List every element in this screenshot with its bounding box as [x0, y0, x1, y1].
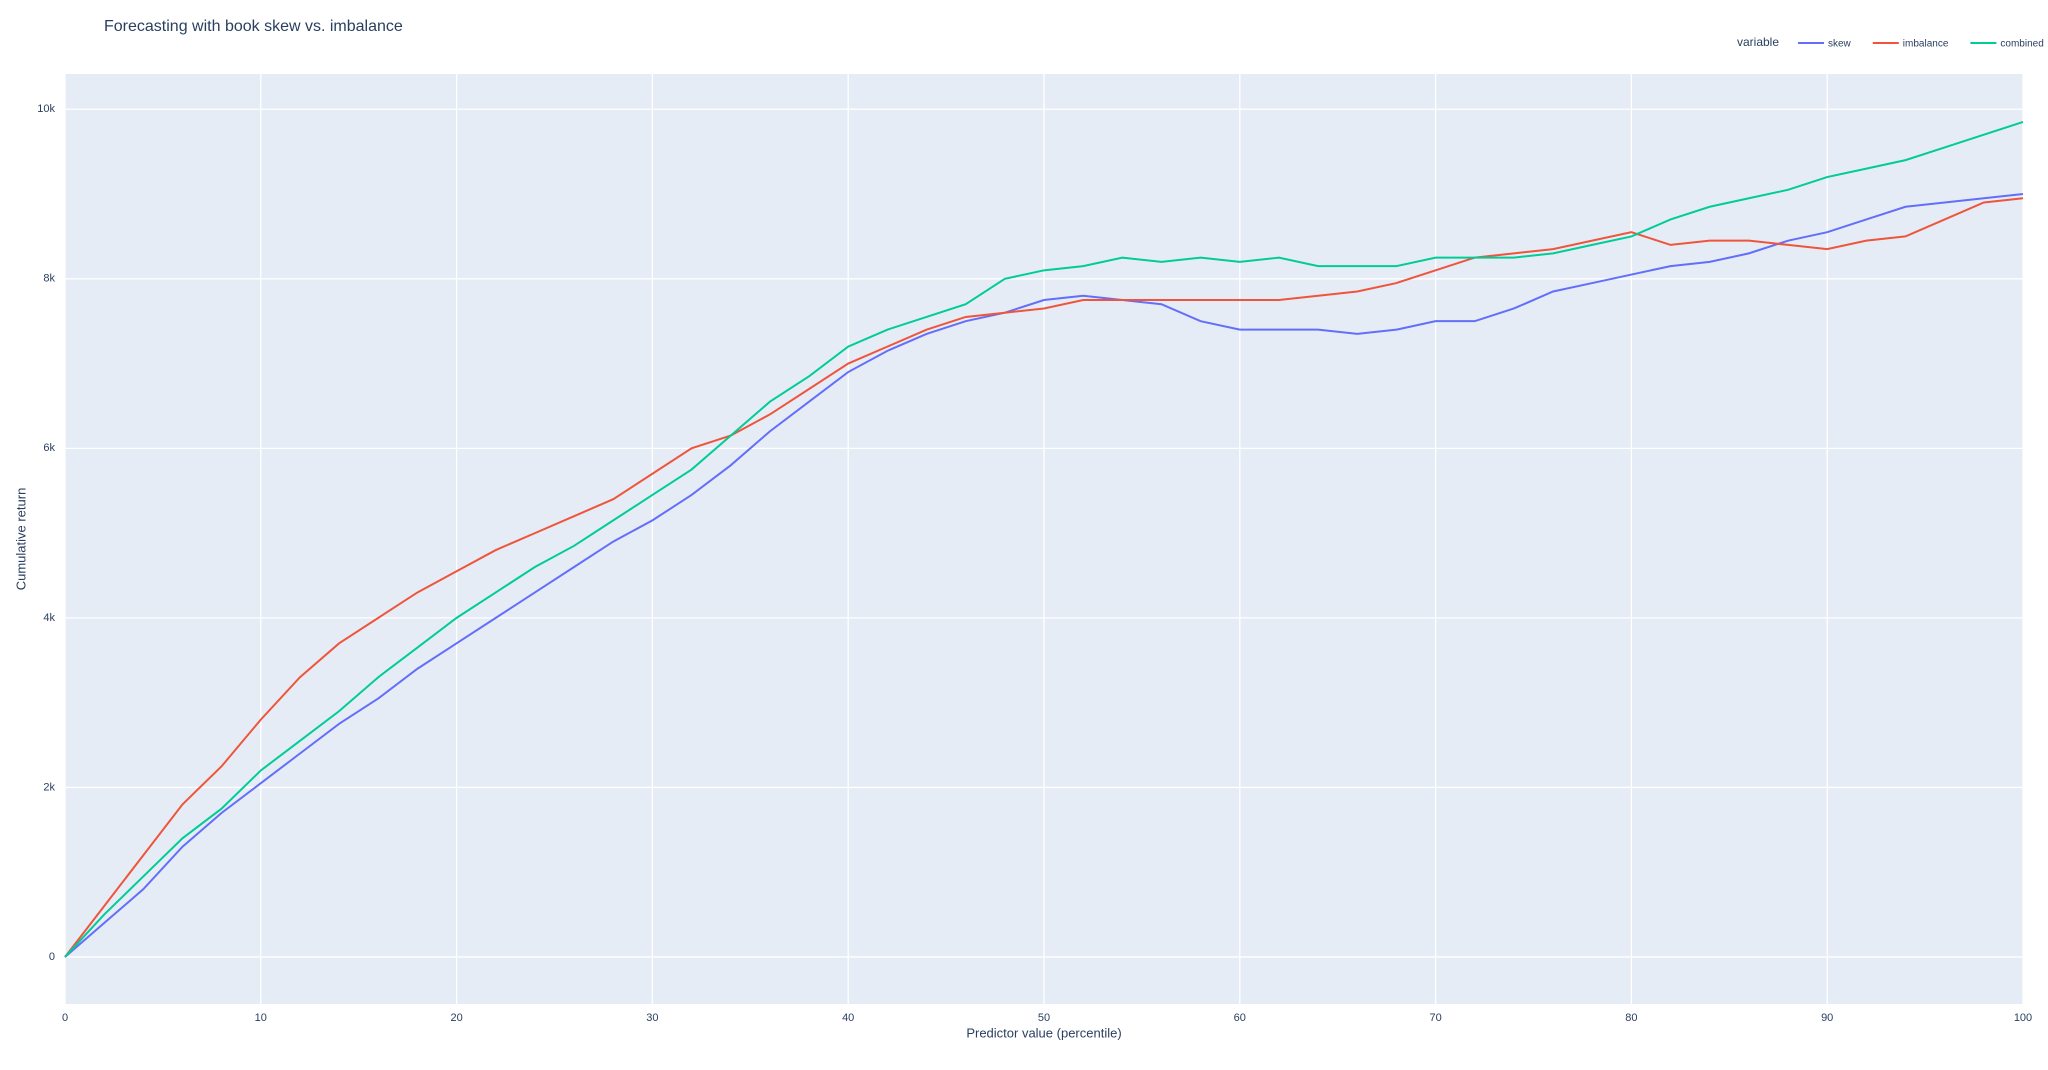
series-line — [64, 197, 2024, 958]
series-line — [64, 193, 2024, 958]
x-tick-label: 70 — [1429, 1012, 1441, 1024]
legend: variable skew imbalance combined — [1737, 35, 2044, 49]
y-tick-label: 2k — [43, 781, 55, 793]
series-line — [64, 121, 2024, 958]
y-axis-label: Cumulative return — [13, 488, 28, 591]
y-tick-label: 4k — [43, 612, 55, 624]
y-tick-label: 8k — [43, 273, 55, 285]
legend-label: imbalance — [1903, 39, 1949, 50]
legend-title: variable — [1737, 35, 1779, 49]
x-tick-label: 60 — [1234, 1012, 1246, 1024]
x-tick-label: 10 — [255, 1012, 267, 1024]
legend-label: combined — [2000, 39, 2043, 50]
x-axis-label: Predictor value (percentile) — [966, 1025, 1121, 1040]
y-tick-label: 0 — [49, 951, 55, 963]
x-tick-label: 20 — [450, 1012, 462, 1024]
x-tick-label: 40 — [842, 1012, 854, 1024]
y-tick-label: 6k — [43, 442, 55, 454]
x-tick-label: 0 — [62, 1012, 68, 1024]
chart-title: Forecasting with book skew vs. imbalance — [104, 18, 403, 35]
y-tick-label: 10k — [37, 103, 55, 115]
x-tick-label: 50 — [1038, 1012, 1050, 1024]
x-tick-label: 30 — [646, 1012, 658, 1024]
x-tick-label: 100 — [2014, 1012, 2032, 1024]
legend-label: skew — [1828, 39, 1852, 50]
x-tick-label: 80 — [1625, 1012, 1637, 1024]
x-tick-label: 90 — [1821, 1012, 1833, 1024]
